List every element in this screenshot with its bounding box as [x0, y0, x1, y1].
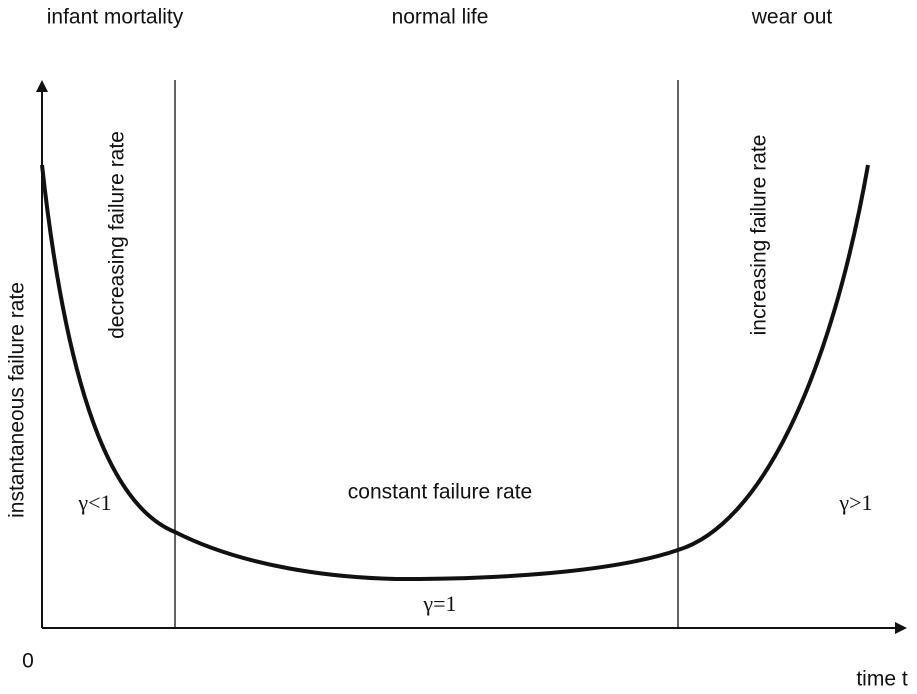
gamma-label: γ<1	[77, 490, 111, 515]
origin-label: 0	[22, 650, 34, 673]
bathtub-curve	[40, 164, 870, 582]
annotation: increasing failure rate	[748, 135, 771, 336]
region-label: wear out	[751, 6, 833, 29]
region-label: infant mortality	[47, 6, 184, 29]
y-axis-label: instantaneous failure rate	[6, 282, 29, 518]
annotation: constant failure rate	[348, 481, 532, 504]
annotation: decreasing failure rate	[106, 131, 129, 339]
gamma-label: γ=1	[422, 591, 456, 616]
region-label: normal life	[392, 6, 489, 29]
x-axis-label: time t	[856, 668, 908, 691]
gamma-label: γ>1	[838, 490, 872, 515]
